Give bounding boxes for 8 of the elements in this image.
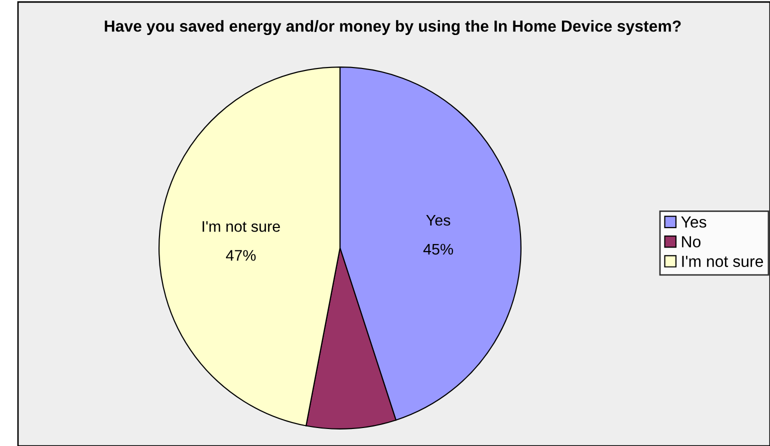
chart-title: Have you saved energy and/or money by using the In Home Device system? — [104, 20, 681, 36]
slice-label: I'm not sure — [202, 221, 280, 232]
data-label: 45% — [423, 244, 454, 255]
legend-label: Yes — [681, 216, 706, 228]
data-label: 47% — [226, 250, 256, 261]
slice-label: Yes — [426, 215, 450, 226]
legend-label: I'm not sure — [682, 256, 763, 268]
legend-label: No — [682, 236, 700, 248]
